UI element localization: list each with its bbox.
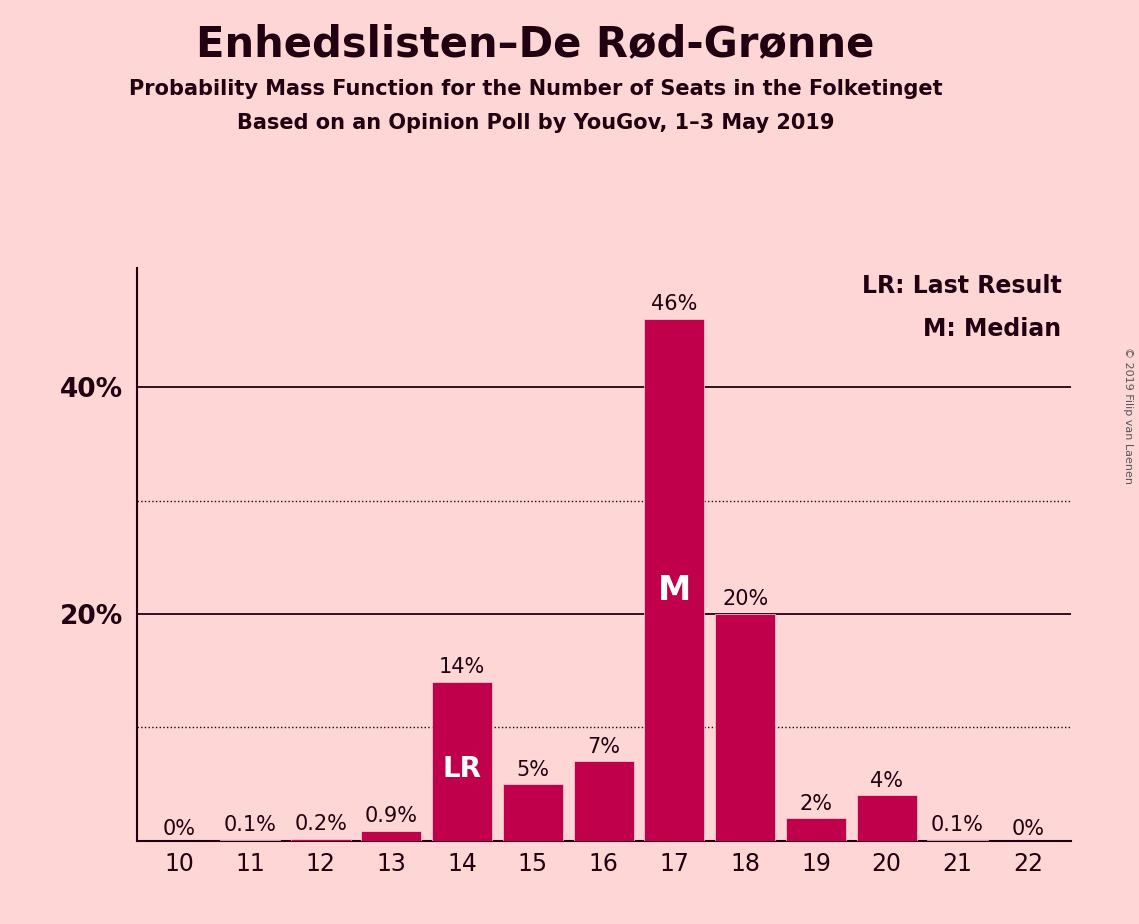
Bar	[857, 796, 917, 841]
Text: 2%: 2%	[800, 794, 833, 814]
Bar	[361, 831, 421, 841]
Bar	[715, 614, 776, 841]
Text: 7%: 7%	[588, 737, 620, 757]
Text: 0.1%: 0.1%	[223, 815, 277, 835]
Text: 0%: 0%	[163, 819, 196, 839]
Text: 4%: 4%	[870, 771, 903, 791]
Text: 0%: 0%	[1011, 819, 1044, 839]
Bar	[574, 761, 633, 841]
Text: Enhedslisten–De Rød-Grønne: Enhedslisten–De Rød-Grønne	[196, 23, 875, 65]
Bar	[786, 818, 846, 841]
Text: 0.9%: 0.9%	[364, 806, 418, 826]
Text: 0.2%: 0.2%	[294, 814, 347, 834]
Text: M: M	[658, 574, 691, 607]
Text: 46%: 46%	[652, 295, 697, 314]
Text: 5%: 5%	[516, 760, 549, 780]
Text: © 2019 Filip van Laenen: © 2019 Filip van Laenen	[1123, 347, 1133, 484]
Bar	[927, 840, 988, 841]
Text: 14%: 14%	[439, 658, 485, 677]
Text: LR: Last Result
M: Median: LR: Last Result M: Median	[861, 274, 1062, 341]
Bar	[432, 682, 492, 841]
Bar	[220, 840, 280, 841]
Bar	[645, 319, 705, 841]
Text: 0.1%: 0.1%	[931, 815, 984, 835]
Bar	[290, 839, 351, 841]
Text: 20%: 20%	[722, 590, 769, 610]
Text: Based on an Opinion Poll by YouGov, 1–3 May 2019: Based on an Opinion Poll by YouGov, 1–3 …	[237, 113, 834, 133]
Text: Probability Mass Function for the Number of Seats in the Folketinget: Probability Mass Function for the Number…	[129, 79, 942, 99]
Bar	[502, 784, 563, 841]
Text: LR: LR	[443, 756, 482, 784]
